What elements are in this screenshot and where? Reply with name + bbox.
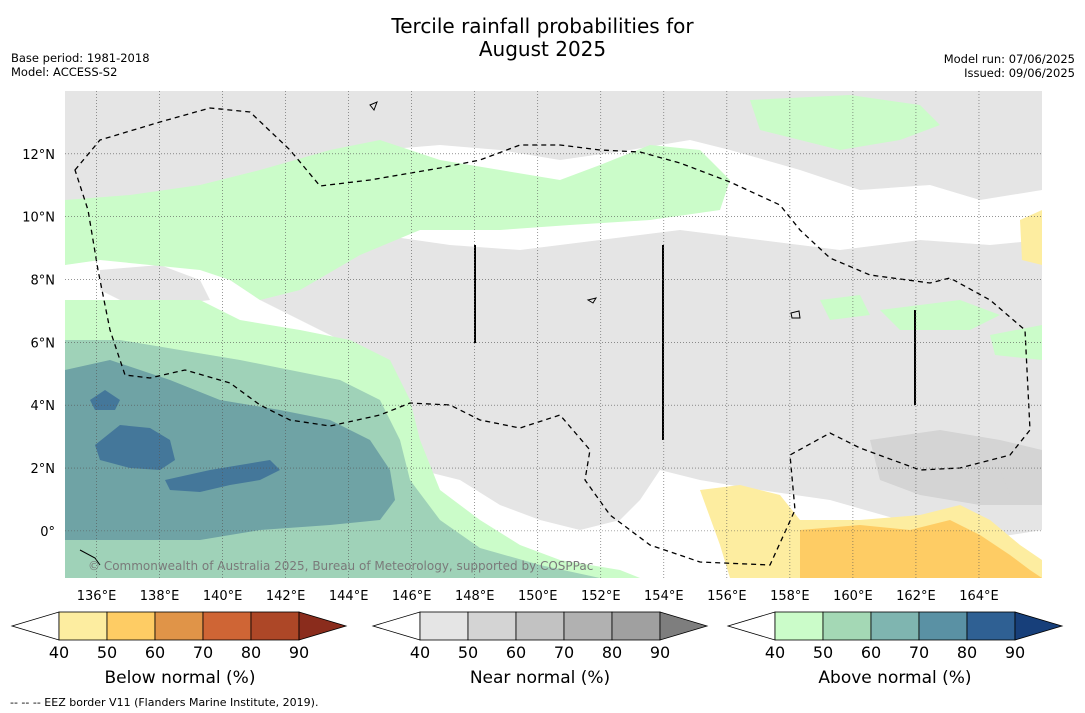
below-normal-regions	[700, 210, 1042, 578]
colorbar-title-above: Above normal (%)	[818, 668, 972, 688]
x-tick-label: 154°E	[644, 589, 684, 604]
above-band-ne	[750, 95, 940, 150]
eez-footnote: -- -- -- EEZ border V11 (Flanders Marine…	[10, 696, 319, 709]
below-region-east	[1020, 210, 1042, 265]
above-normal-regions	[65, 95, 1042, 578]
colorbar-tick-label: 40	[49, 643, 69, 662]
near-region-left	[100, 265, 210, 305]
x-tick-label: 162°E	[896, 589, 936, 604]
near-region-ne-dark	[1000, 460, 1042, 500]
island-mid	[586, 297, 598, 304]
x-tick-label: 140°E	[203, 589, 243, 604]
island-east	[790, 310, 801, 319]
axis-ticks: 136°E 138°E 140°E 142°E 144°E 146°E 148°E 150°E…	[22, 148, 999, 604]
colorbar-extend-high	[659, 611, 709, 641]
above-70-sw	[65, 360, 395, 540]
above-80-blob1	[95, 425, 175, 470]
chart-title-line1: Tercile rainfall probabilities for	[391, 14, 694, 38]
x-tick-label: 158°E	[770, 589, 810, 604]
model-name: Model: ACCESS-S2	[11, 65, 118, 79]
above-80-blob3	[90, 390, 120, 410]
x-tick-label: 164°E	[959, 589, 999, 604]
colorbar-tick-label: 90	[289, 643, 309, 662]
x-tick-label: 150°E	[518, 589, 558, 604]
x-tick-label: 136°E	[77, 589, 117, 604]
colorbar-title-near: Near normal (%)	[469, 668, 611, 688]
colorbar-segment	[611, 611, 661, 641]
x-tick-label: 156°E	[707, 589, 747, 604]
base-period: Base period: 1981-2018	[11, 51, 150, 65]
y-tick-label: 12°N	[22, 148, 55, 163]
colorbar-tick-label: 80	[957, 643, 977, 662]
colorbar-segment	[774, 611, 824, 641]
colorbars: 40 50 60 70 80 90 40 50 60 70 80 90 40 50 60 70 80 90	[10, 611, 1064, 662]
colorbar-tick-label: 80	[241, 643, 261, 662]
colorbar-segment	[250, 611, 300, 641]
colorbar-segment	[106, 611, 156, 641]
map-area	[65, 91, 1042, 578]
y-tick-label: 4°N	[31, 399, 56, 414]
colorbar-tick-label: 60	[506, 643, 526, 662]
colorbar-tick-label: 50	[97, 643, 117, 662]
colorbar-tick-label: 90	[1005, 643, 1025, 662]
y-tick-label: 8°N	[31, 274, 56, 289]
colorbar-segment	[419, 611, 469, 641]
colorbar-tick-label: 90	[650, 643, 670, 662]
chart-title-line2: August 2025	[478, 37, 607, 61]
colorbar-segment	[563, 611, 613, 641]
colorbar-tick-label: 40	[410, 643, 430, 662]
y-tick-label: 10°N	[22, 211, 55, 226]
colorbar-tick-label: 40	[765, 643, 785, 662]
colorbar-tick-label: 60	[861, 643, 881, 662]
colorbar-tick-label: 70	[909, 643, 929, 662]
colorbar-segment	[467, 611, 517, 641]
x-tick-label: 152°E	[581, 589, 621, 604]
colorbar-extend-low	[10, 611, 60, 641]
issued-date: Issued: 09/06/2025	[964, 66, 1075, 80]
x-tick-label: 148°E	[455, 589, 495, 604]
x-tick-label: 138°E	[140, 589, 180, 604]
above-band-north	[65, 140, 730, 300]
colorbar-tick-label: 50	[813, 643, 833, 662]
model-run: Model run: 07/06/2025	[943, 52, 1075, 66]
land-features	[79, 101, 801, 566]
colorbar-extend-low	[726, 611, 776, 641]
colorbar-tick-label: 70	[554, 643, 574, 662]
colorbar-segment	[822, 611, 872, 641]
near-region-mid-darker	[870, 430, 1042, 505]
colorbar-extend-high	[298, 611, 348, 641]
colorbar-extend-high	[1014, 611, 1064, 641]
y-tick-label: 0°	[40, 525, 55, 540]
copyright-notice: © Commonwealth of Australia 2025, Bureau…	[88, 559, 594, 573]
colorbar-segment	[202, 611, 252, 641]
x-tick-label: 146°E	[392, 589, 432, 604]
below-60-se	[800, 520, 1042, 578]
above-band-east	[880, 300, 1000, 330]
colorbar-tick-label: 80	[602, 643, 622, 662]
colorbar-tick-label: 60	[145, 643, 165, 662]
x-tick-label: 144°E	[329, 589, 369, 604]
colorbar-segment	[515, 611, 565, 641]
colorbar-segment	[58, 611, 108, 641]
above-band-mid	[820, 295, 870, 320]
y-tick-label: 2°N	[31, 462, 56, 477]
colorbar-segment	[870, 611, 920, 641]
colorbar-segment	[918, 611, 968, 641]
colorbar-segment	[966, 611, 1016, 641]
x-tick-label: 160°E	[833, 589, 873, 604]
map-grid	[65, 91, 1042, 578]
colorbar-tick-label: 70	[193, 643, 213, 662]
x-tick-label: 142°E	[266, 589, 306, 604]
coastline-west	[79, 549, 101, 566]
colorbar-title-below: Below normal (%)	[104, 668, 256, 688]
colorbar-tick-label: 50	[458, 643, 478, 662]
eez-border	[74, 107, 1031, 566]
colorbar-segment	[154, 611, 204, 641]
colorbar-extend-low	[371, 611, 421, 641]
island-north	[369, 101, 378, 111]
y-tick-label: 6°N	[31, 336, 56, 351]
